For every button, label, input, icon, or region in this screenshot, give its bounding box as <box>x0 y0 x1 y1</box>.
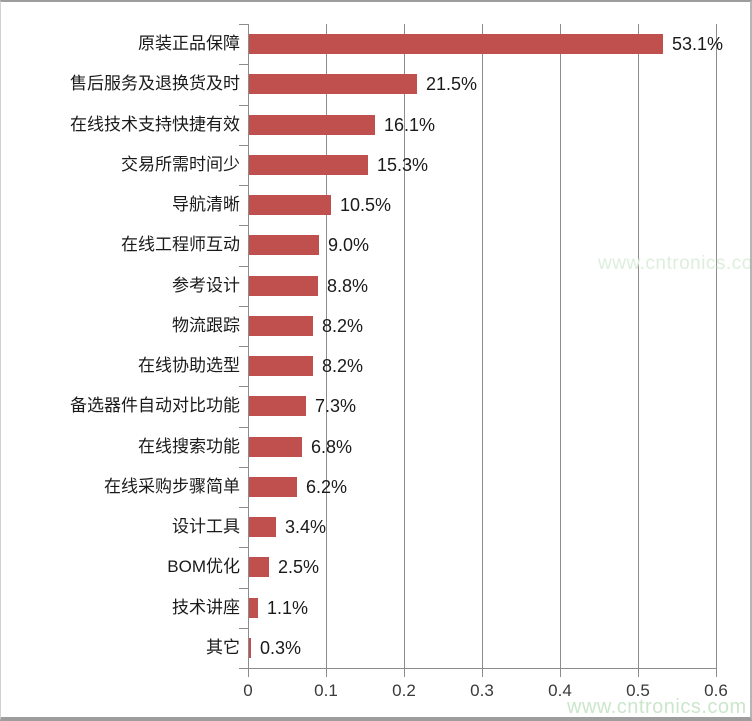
bar <box>249 115 375 135</box>
bar <box>249 276 318 296</box>
y-axis-tick <box>239 64 248 65</box>
x-axis-tick <box>638 668 639 677</box>
x-axis-tick-label: 0.4 <box>548 681 572 700</box>
value-label: 2.5% <box>278 557 320 577</box>
gridline <box>482 24 483 668</box>
y-axis-tick <box>239 306 248 307</box>
bar <box>249 557 269 577</box>
value-label: 8.8% <box>327 276 369 296</box>
value-label: 9.0% <box>328 235 370 255</box>
value-label: 1.1% <box>267 598 309 618</box>
bar <box>249 74 417 94</box>
category-label: 售后服务及退换货及时 <box>70 74 240 93</box>
y-axis-tick <box>239 105 248 106</box>
y-axis-tick <box>239 507 248 508</box>
value-label: 6.8% <box>311 437 353 457</box>
x-axis-tick <box>404 668 405 677</box>
value-label: 15.3% <box>377 155 429 175</box>
value-label: 0.3% <box>260 638 302 658</box>
gridline <box>404 24 405 668</box>
value-label: 3.4% <box>285 517 327 537</box>
bar <box>249 598 258 618</box>
gridline <box>716 24 717 668</box>
y-axis-tick <box>239 225 248 226</box>
x-axis-tick-label: 0.2 <box>392 681 416 700</box>
category-label: 参考设计 <box>172 276 240 295</box>
y-axis-tick <box>239 427 248 428</box>
category-label: 设计工具 <box>172 517 240 536</box>
value-label: 16.1% <box>384 115 436 135</box>
y-axis-tick <box>239 547 248 548</box>
gridline <box>560 24 561 668</box>
bar <box>249 517 276 537</box>
category-label: 其它 <box>206 638 240 657</box>
y-axis-tick <box>239 266 248 267</box>
category-label: 备选器件自动对比功能 <box>70 396 240 415</box>
y-axis-tick <box>239 628 248 629</box>
value-label: 10.5% <box>340 195 392 215</box>
bar <box>249 638 251 658</box>
y-axis-tick <box>239 145 248 146</box>
x-axis-tick-label: 0.5 <box>626 681 650 700</box>
bar <box>249 316 313 336</box>
x-axis-tick-label: 0.1 <box>314 681 338 700</box>
y-axis-line <box>248 24 249 668</box>
bar <box>249 34 663 54</box>
bar <box>249 477 297 497</box>
x-axis-tick <box>560 668 561 677</box>
y-axis-tick <box>239 386 248 387</box>
y-axis-tick <box>239 588 248 589</box>
category-label: 在线工程师互动 <box>121 235 240 254</box>
x-axis-tick <box>248 668 249 677</box>
x-axis-tick-label: 0.3 <box>470 681 494 700</box>
bar <box>249 356 313 376</box>
value-label: 21.5% <box>426 74 478 94</box>
value-label: 53.1% <box>672 34 724 54</box>
bar <box>249 155 368 175</box>
category-label: BOM优化 <box>167 557 240 576</box>
category-label: 在线采购步骤简单 <box>104 477 240 496</box>
y-axis-tick <box>239 668 248 669</box>
value-label: 8.2% <box>322 316 364 336</box>
category-label: 原装正品保障 <box>138 34 240 53</box>
x-axis-tick <box>716 668 717 677</box>
category-label: 在线协助选型 <box>138 356 240 375</box>
value-label: 8.2% <box>322 356 364 376</box>
x-axis-tick-label: 0.6 <box>704 681 728 700</box>
category-label: 交易所需时间少 <box>121 155 240 174</box>
category-label: 物流跟踪 <box>172 316 240 335</box>
x-axis-tick <box>326 668 327 677</box>
value-label: 7.3% <box>315 396 357 416</box>
value-label: 6.2% <box>306 477 348 497</box>
y-axis-tick <box>239 185 248 186</box>
bar <box>249 235 319 255</box>
gridline <box>638 24 639 668</box>
category-label: 技术讲座 <box>172 598 240 617</box>
y-axis-tick <box>239 346 248 347</box>
bar <box>249 437 302 457</box>
y-axis-tick <box>239 467 248 468</box>
bar <box>249 195 331 215</box>
category-label: 导航清晰 <box>172 195 240 214</box>
gridline <box>326 24 327 668</box>
y-axis-tick <box>239 24 248 25</box>
x-axis-tick <box>482 668 483 677</box>
bar <box>249 396 306 416</box>
category-label: 在线技术支持快捷有效 <box>70 115 240 134</box>
x-axis-tick-label: 0 <box>243 681 253 700</box>
category-label: 在线搜索功能 <box>138 437 240 456</box>
